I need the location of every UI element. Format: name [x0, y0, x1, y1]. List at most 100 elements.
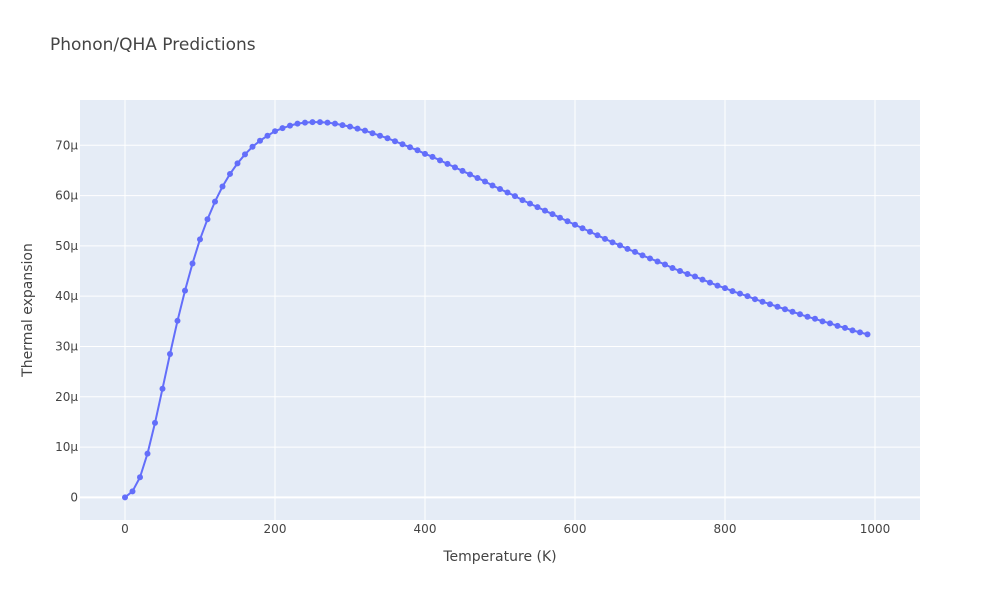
data-point[interactable] — [377, 132, 383, 139]
data-point[interactable] — [557, 214, 563, 221]
data-point[interactable] — [369, 130, 376, 137]
data-point[interactable] — [662, 261, 668, 268]
data-point[interactable] — [167, 351, 173, 358]
data-point[interactable] — [684, 271, 691, 278]
data-point[interactable] — [722, 285, 728, 292]
data-point[interactable] — [234, 160, 241, 167]
data-point[interactable] — [407, 144, 413, 151]
data-point[interactable] — [362, 127, 368, 134]
data-point[interactable] — [782, 306, 788, 313]
data-point[interactable] — [122, 494, 128, 501]
data-point[interactable] — [489, 182, 496, 189]
data-point[interactable] — [159, 385, 166, 392]
data-point[interactable] — [272, 128, 278, 135]
data-point[interactable] — [812, 315, 818, 322]
data-point[interactable] — [339, 122, 346, 129]
data-point[interactable] — [849, 327, 856, 334]
data-point[interactable] — [294, 120, 301, 127]
data-point[interactable] — [842, 324, 848, 331]
data-point[interactable] — [542, 207, 548, 214]
data-point[interactable] — [129, 488, 136, 495]
data-point[interactable] — [857, 329, 863, 336]
data-point[interactable] — [692, 273, 698, 280]
data-point[interactable] — [617, 242, 623, 249]
data-point[interactable] — [564, 218, 571, 225]
data-point[interactable] — [444, 160, 451, 167]
data-point[interactable] — [467, 171, 473, 178]
data-point[interactable] — [774, 303, 781, 310]
data-point[interactable] — [437, 157, 443, 164]
data-point[interactable] — [414, 147, 421, 154]
data-point[interactable] — [707, 279, 713, 286]
data-point[interactable] — [587, 228, 593, 235]
data-point[interactable] — [257, 137, 263, 144]
data-point[interactable] — [609, 239, 616, 246]
data-point[interactable] — [137, 474, 143, 481]
data-point[interactable] — [602, 235, 608, 242]
data-point[interactable] — [399, 141, 406, 148]
data-point[interactable] — [144, 450, 151, 457]
data-point[interactable] — [549, 211, 556, 218]
data-point[interactable] — [527, 200, 533, 207]
data-point[interactable] — [647, 255, 653, 262]
data-point[interactable] — [264, 132, 271, 139]
data-point[interactable] — [804, 313, 811, 320]
data-point[interactable] — [384, 135, 391, 142]
data-point[interactable] — [789, 308, 796, 315]
data-point[interactable] — [834, 322, 841, 329]
data-point[interactable] — [797, 311, 803, 318]
data-point[interactable] — [827, 320, 833, 327]
data-point[interactable] — [572, 221, 578, 228]
data-point[interactable] — [677, 268, 683, 275]
data-point[interactable] — [767, 301, 773, 308]
data-point[interactable] — [752, 296, 758, 303]
data-point[interactable] — [287, 122, 293, 129]
data-point[interactable] — [324, 119, 331, 126]
data-point[interactable] — [182, 287, 188, 294]
data-point[interactable] — [729, 288, 736, 295]
data-point[interactable] — [309, 119, 316, 126]
data-point[interactable] — [189, 260, 196, 267]
data-point[interactable] — [204, 216, 211, 223]
data-point[interactable] — [714, 282, 721, 289]
data-point[interactable] — [219, 183, 226, 190]
data-point[interactable] — [354, 125, 361, 132]
data-point[interactable] — [317, 119, 323, 126]
data-point[interactable] — [422, 150, 428, 157]
data-point[interactable] — [579, 225, 586, 232]
data-point[interactable] — [452, 164, 458, 171]
data-point[interactable] — [669, 265, 676, 271]
data-point[interactable] — [242, 151, 248, 158]
data-point[interactable] — [639, 252, 646, 259]
data-point[interactable] — [654, 258, 661, 265]
data-point[interactable] — [519, 197, 526, 204]
data-point[interactable] — [594, 232, 601, 239]
data-point[interactable] — [474, 174, 481, 181]
data-point[interactable] — [227, 170, 233, 177]
data-point[interactable] — [497, 186, 503, 193]
data-point[interactable] — [332, 120, 338, 127]
data-point[interactable] — [534, 204, 541, 211]
data-point[interactable] — [174, 317, 181, 324]
data-point[interactable] — [504, 189, 511, 196]
data-point[interactable] — [737, 290, 743, 297]
data-point[interactable] — [279, 125, 286, 132]
data-point[interactable] — [864, 331, 871, 338]
data-point[interactable] — [744, 293, 751, 300]
data-point[interactable] — [512, 193, 518, 200]
data-point[interactable] — [459, 167, 466, 174]
data-point[interactable] — [212, 198, 218, 205]
data-point[interactable] — [302, 119, 308, 126]
data-point[interactable] — [197, 236, 203, 243]
data-point[interactable] — [429, 153, 436, 160]
data-point[interactable] — [482, 178, 488, 185]
data-point[interactable] — [392, 138, 398, 145]
data-point[interactable] — [152, 419, 158, 426]
data-point[interactable] — [632, 248, 638, 255]
data-point[interactable] — [759, 298, 766, 305]
data-point[interactable] — [819, 318, 826, 325]
data-point[interactable] — [624, 245, 631, 252]
data-point[interactable] — [347, 123, 353, 130]
data-point[interactable] — [249, 143, 256, 150]
data-point[interactable] — [699, 276, 706, 283]
